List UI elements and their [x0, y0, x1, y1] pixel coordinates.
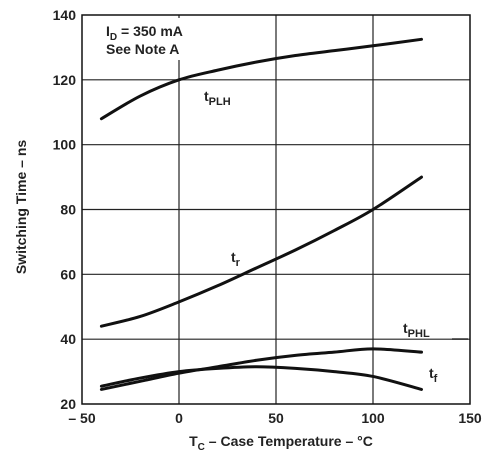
series-lines: [99, 37, 423, 391]
x-tick-label: 0: [175, 410, 183, 426]
y-tick-label: 140: [53, 7, 77, 23]
condition-annotation: ID = 350 mA: [106, 23, 183, 43]
y-tick-label: 120: [53, 72, 77, 88]
y-tick-label: 20: [60, 396, 76, 412]
x-tick-label: 150: [458, 410, 482, 426]
y-tick-label: 80: [60, 202, 76, 218]
y-tick-label: 40: [60, 331, 76, 347]
tick-labels: – 50 0 50 100 150 20 40 60 80 100 120 140: [53, 7, 482, 426]
see-note-annotation: See Note A: [106, 41, 179, 57]
y-axis-label: Switching Time – ns: [13, 140, 29, 275]
y-tick-label: 100: [53, 137, 77, 153]
series-line-tplh: [99, 37, 423, 121]
y-tick-label: 60: [60, 266, 76, 282]
series-line-tf: [99, 365, 423, 391]
x-axis-label: TC – Case Temperature – °C: [189, 433, 373, 453]
series-label-tplh: tPLH: [204, 88, 231, 108]
x-tick-label: 50: [268, 410, 284, 426]
plot-frame: [81, 14, 471, 405]
series-label-tr: tr: [231, 249, 241, 269]
series-line-tr: [99, 175, 423, 328]
series-line-tphl: [99, 347, 423, 391]
x-tick-label: – 50: [68, 410, 95, 426]
annotation-background: [96, 18, 196, 60]
series-label-tf: tf: [429, 365, 438, 385]
series-label-tphl: tPHL: [403, 320, 430, 340]
x-tick-label: 100: [361, 410, 385, 426]
grid: [82, 15, 470, 404]
